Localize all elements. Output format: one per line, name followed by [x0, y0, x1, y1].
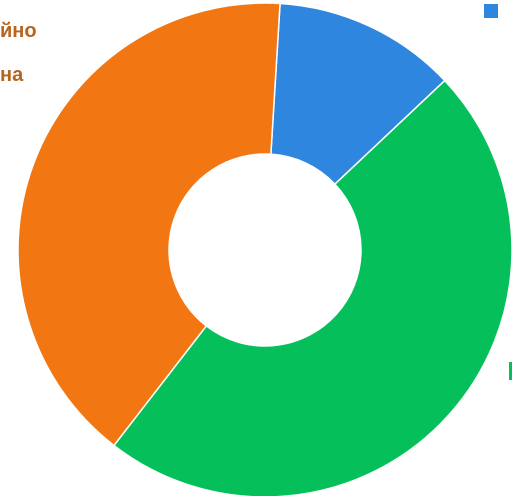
legend-swatch-blue	[484, 4, 498, 18]
legend-swatch-green	[509, 362, 512, 380]
cropped-label-1: йно	[0, 20, 37, 42]
donut-slice-3	[17, 2, 281, 447]
donut-slice-1	[270, 2, 446, 186]
cropped-label-2: на	[0, 64, 24, 86]
